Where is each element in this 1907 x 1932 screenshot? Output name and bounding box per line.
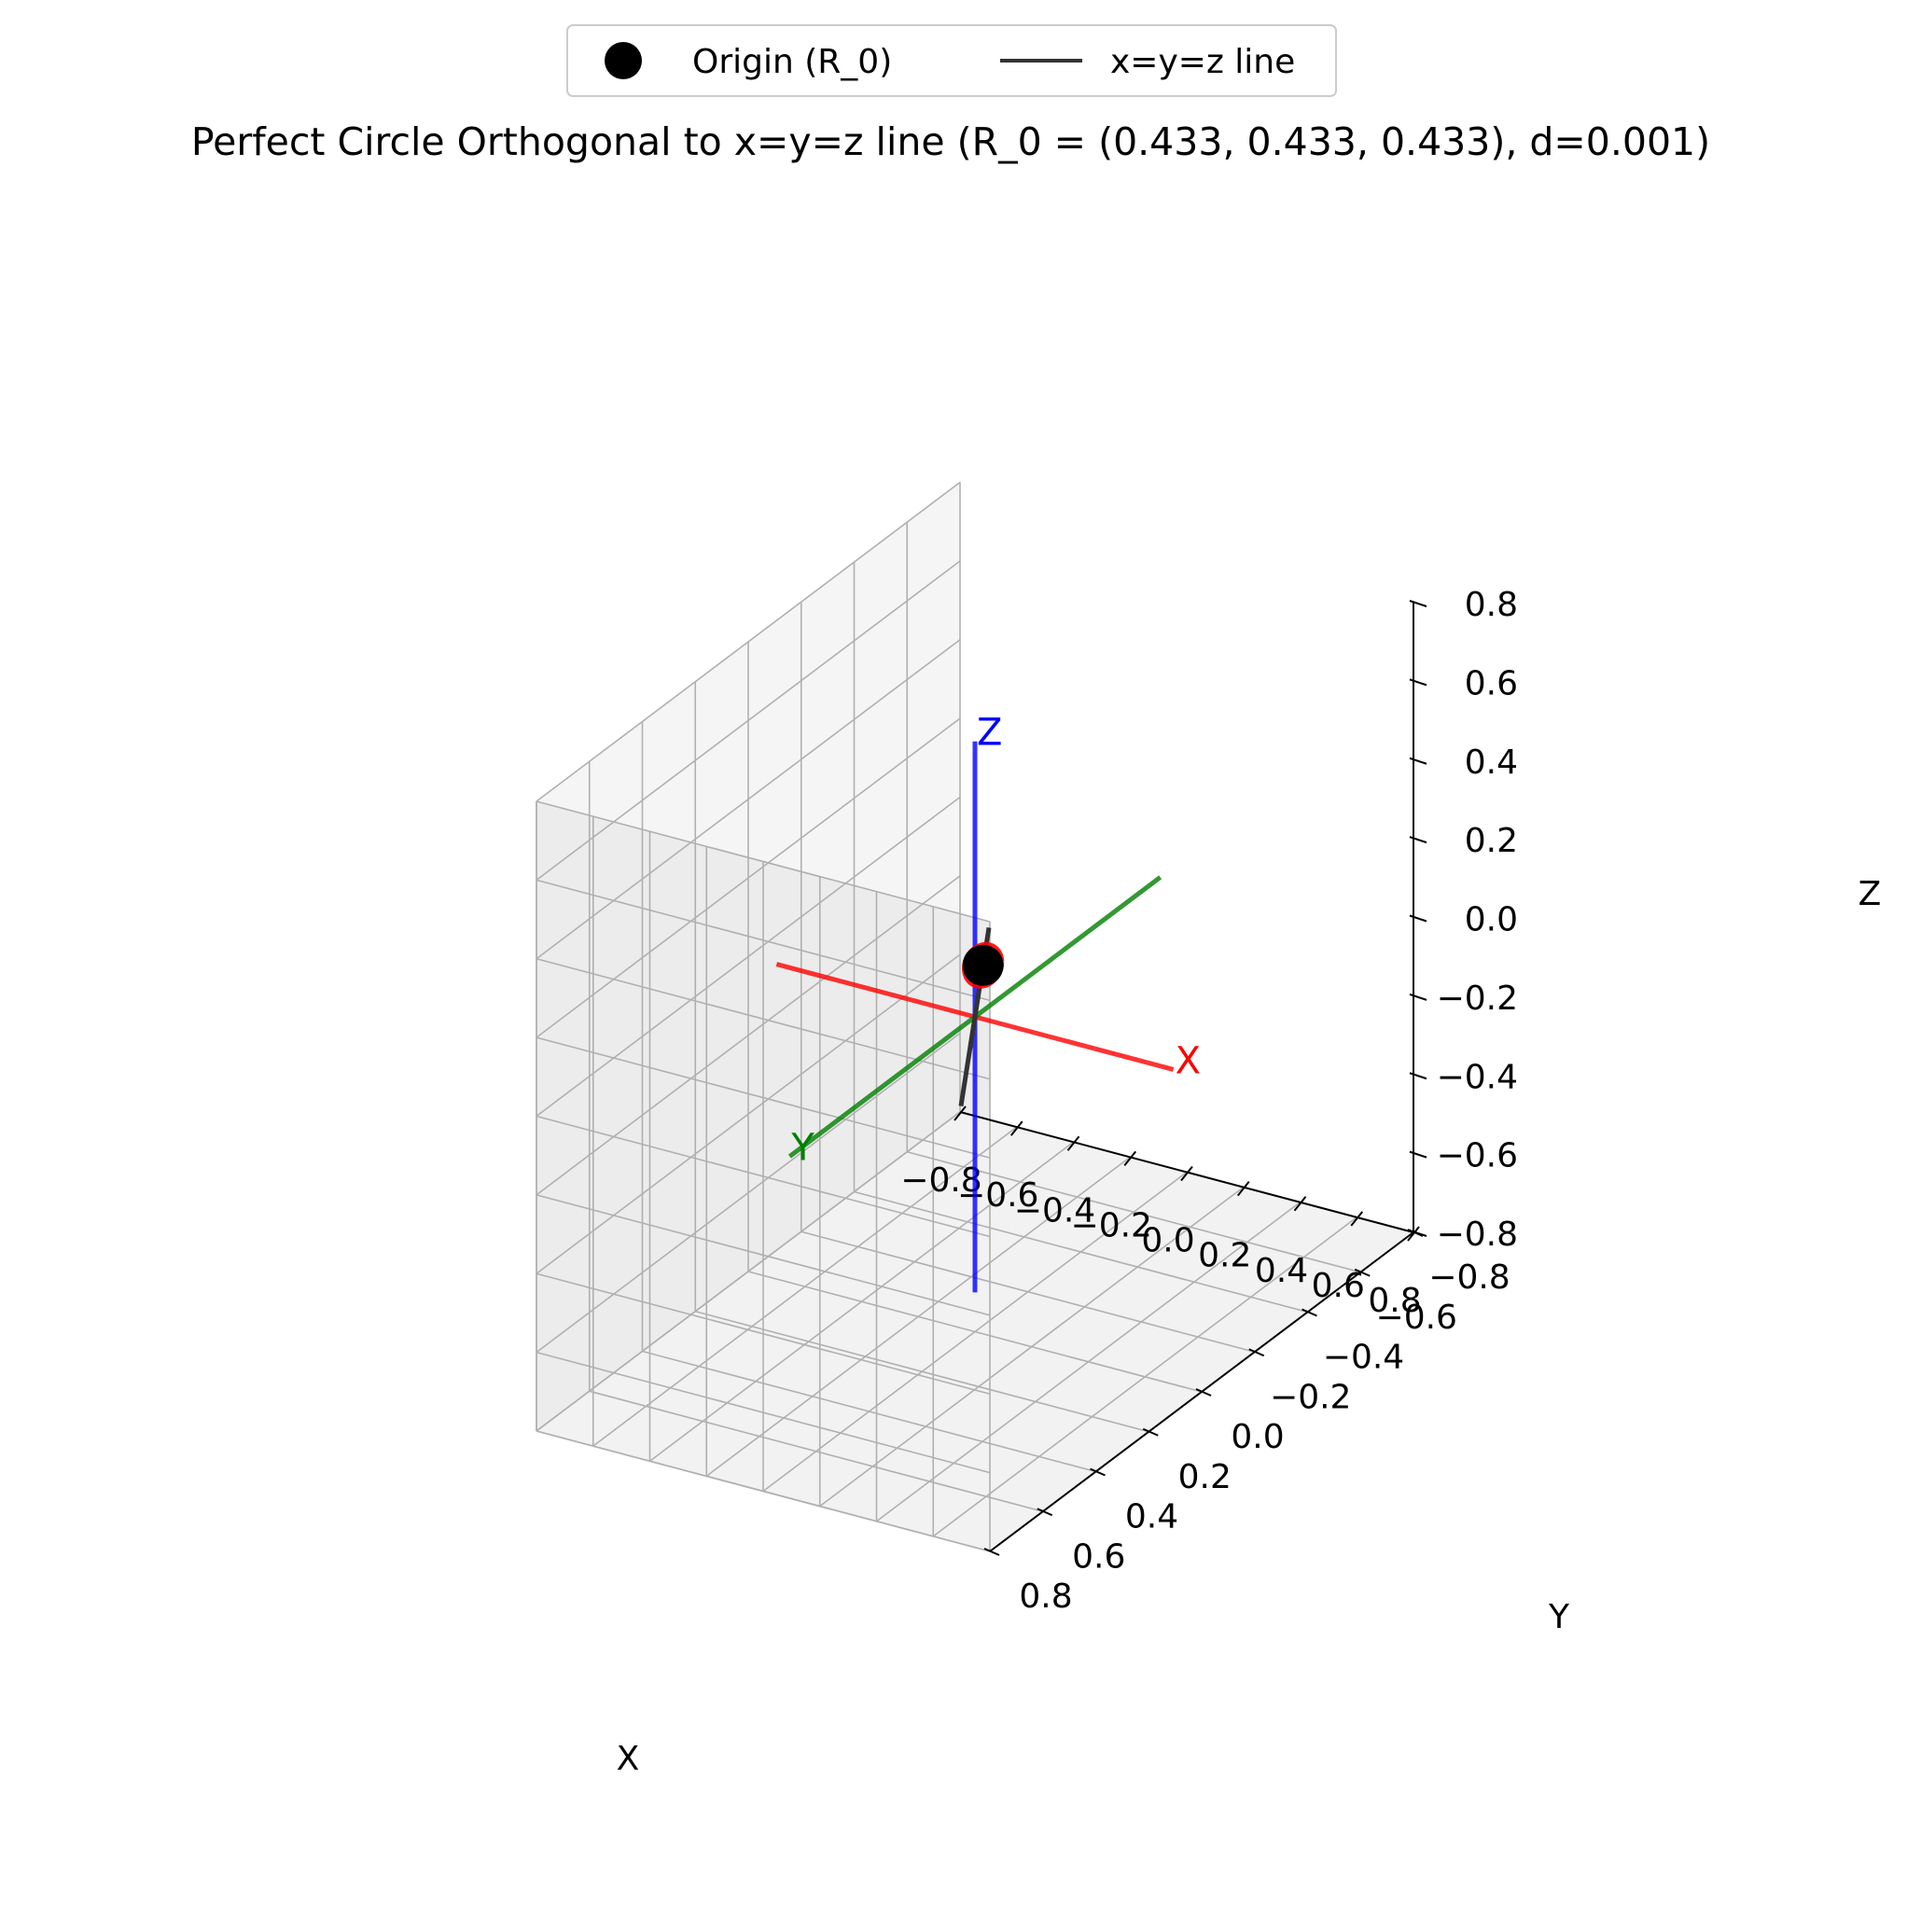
x-tick (1180, 1165, 1193, 1182)
y-tick (1090, 1467, 1106, 1477)
x-tick (1009, 1120, 1023, 1136)
x-tick-label: 0.0 (1141, 1222, 1194, 1260)
z-tick (1409, 836, 1427, 844)
y-axis-title: Y (1548, 1598, 1570, 1636)
z-tick (1409, 1230, 1427, 1237)
y-tick-label: −0.4 (1323, 1339, 1404, 1377)
y-tick-label: 0.4 (1125, 1498, 1178, 1536)
grid-line-z-back (536, 1115, 991, 1238)
y-tick-label: 0.6 (1072, 1537, 1125, 1576)
z-tick (1409, 600, 1427, 607)
legend-box (566, 24, 1337, 97)
x-tick (1407, 1226, 1420, 1242)
y-tick-label: 0.0 (1231, 1418, 1284, 1456)
z-tick-label: −0.6 (1437, 1137, 1518, 1175)
grid-line-x-floor (876, 1202, 1301, 1522)
data-series: X Y Z (775, 712, 1201, 1293)
y-tick-label: −0.2 (1270, 1378, 1351, 1416)
grid-line-z-left (536, 796, 961, 1118)
grid-line-x-floor (932, 1216, 1357, 1537)
z-tick (1409, 1150, 1427, 1159)
grid-line-z-left (536, 560, 961, 882)
grid-line-z-left (536, 717, 961, 1038)
x-tick-label: −0.4 (1014, 1191, 1095, 1230)
series-label-y-axis: Y (790, 1127, 814, 1170)
z-tick-label: 0.8 (1465, 586, 1518, 624)
y-tick (1354, 1268, 1371, 1277)
x-tick-label: 0.6 (1312, 1267, 1365, 1305)
y-tick (1037, 1508, 1053, 1517)
x-tick (1293, 1196, 1307, 1212)
z-tick-label: 0.4 (1465, 744, 1518, 782)
y-tick (1301, 1308, 1317, 1317)
z-tick-label: 0.2 (1465, 822, 1518, 860)
y-tick (1142, 1427, 1159, 1437)
grid-lines (536, 481, 1414, 1552)
grid-line-y-floor (747, 1271, 1203, 1393)
series-label-x-axis: X (1176, 1039, 1201, 1082)
z-tick (1409, 993, 1427, 1001)
tick-labels: −0.8−0.8−0.8−0.6−0.6−0.6−0.4−0.4−0.4−0.2… (900, 586, 1518, 1616)
z-tick (1409, 1072, 1427, 1080)
x-tick-label: −0.6 (957, 1176, 1038, 1215)
y-tick (983, 1548, 1000, 1556)
x-tick (1123, 1150, 1137, 1166)
chart-title: Perfect Circle Orthogonal to x=y=z line … (191, 119, 1710, 164)
grid-line-z-back (536, 800, 991, 923)
grid-line-z-back (536, 957, 991, 1080)
x-tick-label: 0.4 (1255, 1252, 1308, 1290)
y-tick-label: −0.6 (1376, 1299, 1457, 1337)
legend: Origin (R_0) x=y=z line (566, 24, 1337, 97)
x-tick (1350, 1211, 1364, 1227)
z-tick (1409, 678, 1427, 687)
y-tick (1248, 1348, 1265, 1357)
grid-line-x-floor (819, 1186, 1245, 1508)
origin-point-marker (962, 944, 1004, 986)
x-tick (1066, 1135, 1080, 1151)
grid-line-y-floor (695, 1310, 1149, 1433)
z-tick-label: 0.6 (1465, 664, 1518, 702)
z-tick-label: −0.2 (1437, 980, 1518, 1018)
x-tick (1236, 1181, 1250, 1197)
x-tick-label: 0.8 (1368, 1282, 1421, 1320)
tick-marks (954, 600, 1427, 1556)
y-tick (1195, 1388, 1212, 1397)
x-tick-label: 0.2 (1198, 1237, 1251, 1275)
grid-line-z-left (536, 639, 961, 960)
grid-line-y-floor (589, 1390, 1043, 1513)
x-tick-label: −0.8 (900, 1161, 981, 1200)
x-axis-title: X (617, 1740, 640, 1778)
grid-line-z-back (536, 879, 991, 1002)
y-tick-label: 0.8 (1019, 1578, 1072, 1616)
grid-line-z-left (536, 481, 961, 802)
grid-line-y-floor (642, 1350, 1096, 1473)
z-tick (1409, 757, 1427, 765)
legend-label-origin: Origin (R_0) (692, 43, 892, 81)
z-tick-label: −0.4 (1437, 1058, 1518, 1096)
x-tick-label: −0.2 (1071, 1206, 1152, 1244)
grid-line-y-floor (536, 1430, 991, 1552)
legend-label-diagonal-line: x=y=z line (1110, 43, 1295, 81)
z-axis-title: Z (1858, 875, 1882, 913)
y-tick-label: 0.2 (1178, 1458, 1232, 1496)
legend-marker-origin (605, 42, 642, 79)
grid-line-z-back (536, 1036, 991, 1159)
y-tick-label: −0.8 (1428, 1258, 1510, 1297)
series-label-z-axis: Z (977, 712, 1002, 755)
z-tick (1409, 914, 1427, 923)
z-tick-label: −0.8 (1437, 1216, 1518, 1254)
z-tick-label: 0.0 (1465, 901, 1518, 939)
x-tick (954, 1105, 967, 1121)
